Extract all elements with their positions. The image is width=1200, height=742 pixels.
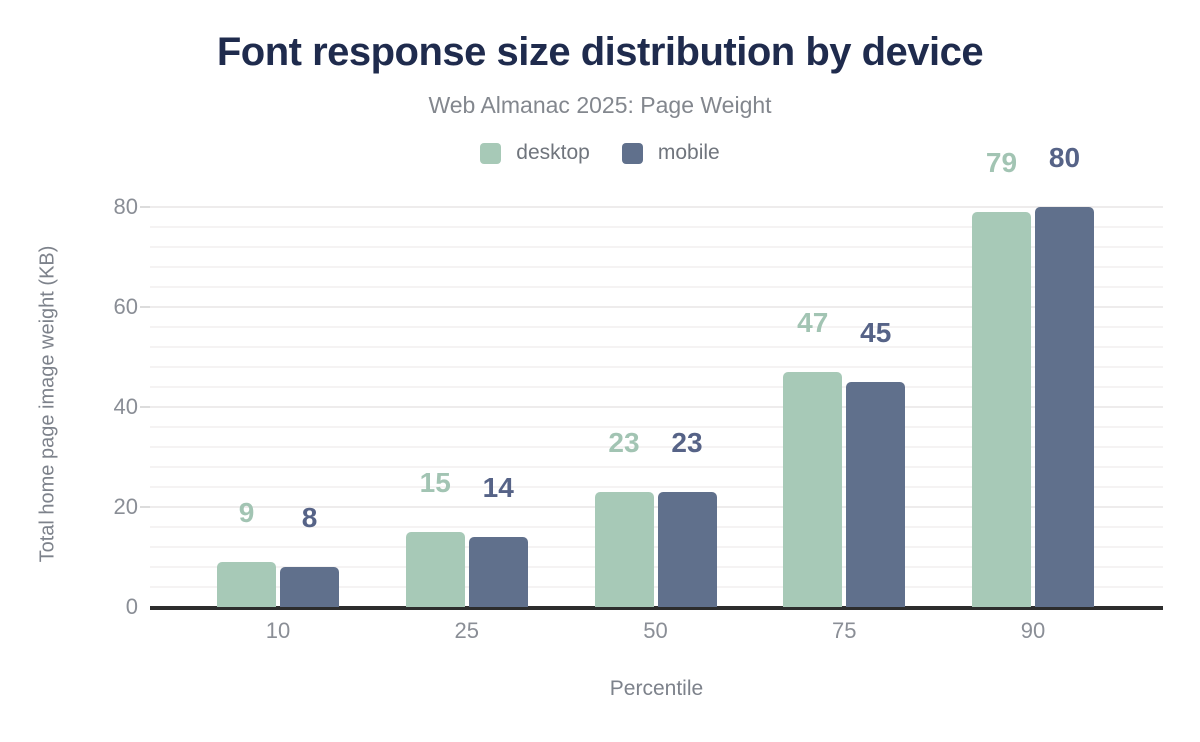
gridline-major: [150, 506, 1163, 508]
gridline-minor: [150, 586, 1163, 588]
y-tick-label: 20: [113, 494, 138, 519]
gridline-minor: [150, 266, 1163, 268]
bar-mobile-p50: [657, 492, 717, 607]
gridline-minor: [150, 426, 1163, 428]
bar-desktop-p90: [972, 212, 1031, 607]
x-tick-label-50: 50: [643, 618, 668, 643]
gridline-minor: [150, 526, 1163, 528]
bar-label-mobile-p10: 8: [301, 502, 318, 533]
gridline-minor: [150, 466, 1163, 468]
gridline-minor: [150, 226, 1163, 228]
gridline-minor: [150, 286, 1163, 288]
bar-desktop-p10: [217, 562, 276, 607]
bar-desktop-p50: [594, 492, 654, 607]
legend-item-mobile[interactable]: mobile: [621, 141, 720, 165]
bar-label-mobile-p50: 23: [671, 427, 703, 458]
bar-label-desktop-p10: 9: [238, 497, 255, 528]
y-tick-mark: [140, 506, 150, 508]
gridline-minor: [150, 546, 1163, 548]
y-tick-mark: [140, 306, 150, 308]
gridline-major: [150, 306, 1163, 308]
bar-label-desktop-p25: 15: [419, 467, 451, 498]
x-axis-line: [150, 606, 1163, 610]
x-axis-title: Percentile: [609, 677, 704, 700]
legend-item-desktop[interactable]: desktop: [480, 141, 590, 165]
bar-label-desktop-p75: 47: [797, 307, 829, 338]
gridline-minor: [150, 346, 1163, 348]
gridline-minor: [150, 366, 1163, 368]
gridline-minor: [150, 486, 1163, 488]
x-tick-label-25: 25: [454, 618, 479, 643]
bar-label-mobile-p25: 14: [482, 472, 514, 503]
bar-mobile-p75: [846, 382, 906, 607]
bar-label-mobile-p90: 80: [1048, 142, 1081, 173]
bar-mobile-p90: [1035, 207, 1094, 607]
y-tick-label: 80: [113, 194, 138, 219]
x-tick-label-10: 10: [265, 618, 291, 643]
bar-mobile-p25: [468, 537, 528, 607]
bar-desktop-p25: [405, 532, 465, 607]
bar-desktop-p75: [783, 372, 843, 607]
bar-label-desktop-p50: 23: [608, 427, 640, 458]
y-tick-mark: [140, 406, 150, 408]
legend: desktop mobile: [0, 141, 1200, 165]
gridline-major: [150, 406, 1163, 408]
mobile-swatch-icon: [621, 142, 643, 164]
bar-mobile-p10: [280, 567, 339, 607]
desktop-swatch-icon: [480, 142, 502, 164]
y-tick-label: 0: [125, 594, 138, 619]
gridline-minor: [150, 566, 1163, 568]
bar-label-desktop-p90: 79: [985, 147, 1018, 178]
y-tick-mark: [140, 206, 150, 208]
x-tick-label-90: 90: [1020, 618, 1046, 643]
gridline-minor: [150, 246, 1163, 248]
legend-label-desktop: desktop: [516, 141, 590, 164]
y-tick-label: 60: [113, 294, 138, 319]
y-tick-label: 40: [113, 394, 138, 419]
x-tick-label-75: 75: [832, 618, 857, 643]
chart-title: Font response size distribution by devic…: [216, 30, 984, 74]
gridline-minor: [150, 326, 1163, 328]
legend-label-mobile: mobile: [657, 141, 720, 164]
chart-subtitle: Web Almanac 2025: Page Weight: [428, 92, 772, 118]
gridline-minor: [150, 386, 1163, 388]
gridline-minor: [150, 446, 1163, 448]
bar-label-mobile-p75: 45: [860, 317, 892, 348]
gridline-major: [150, 206, 1163, 208]
y-axis-title: Total home page image weight (KB): [36, 245, 59, 563]
